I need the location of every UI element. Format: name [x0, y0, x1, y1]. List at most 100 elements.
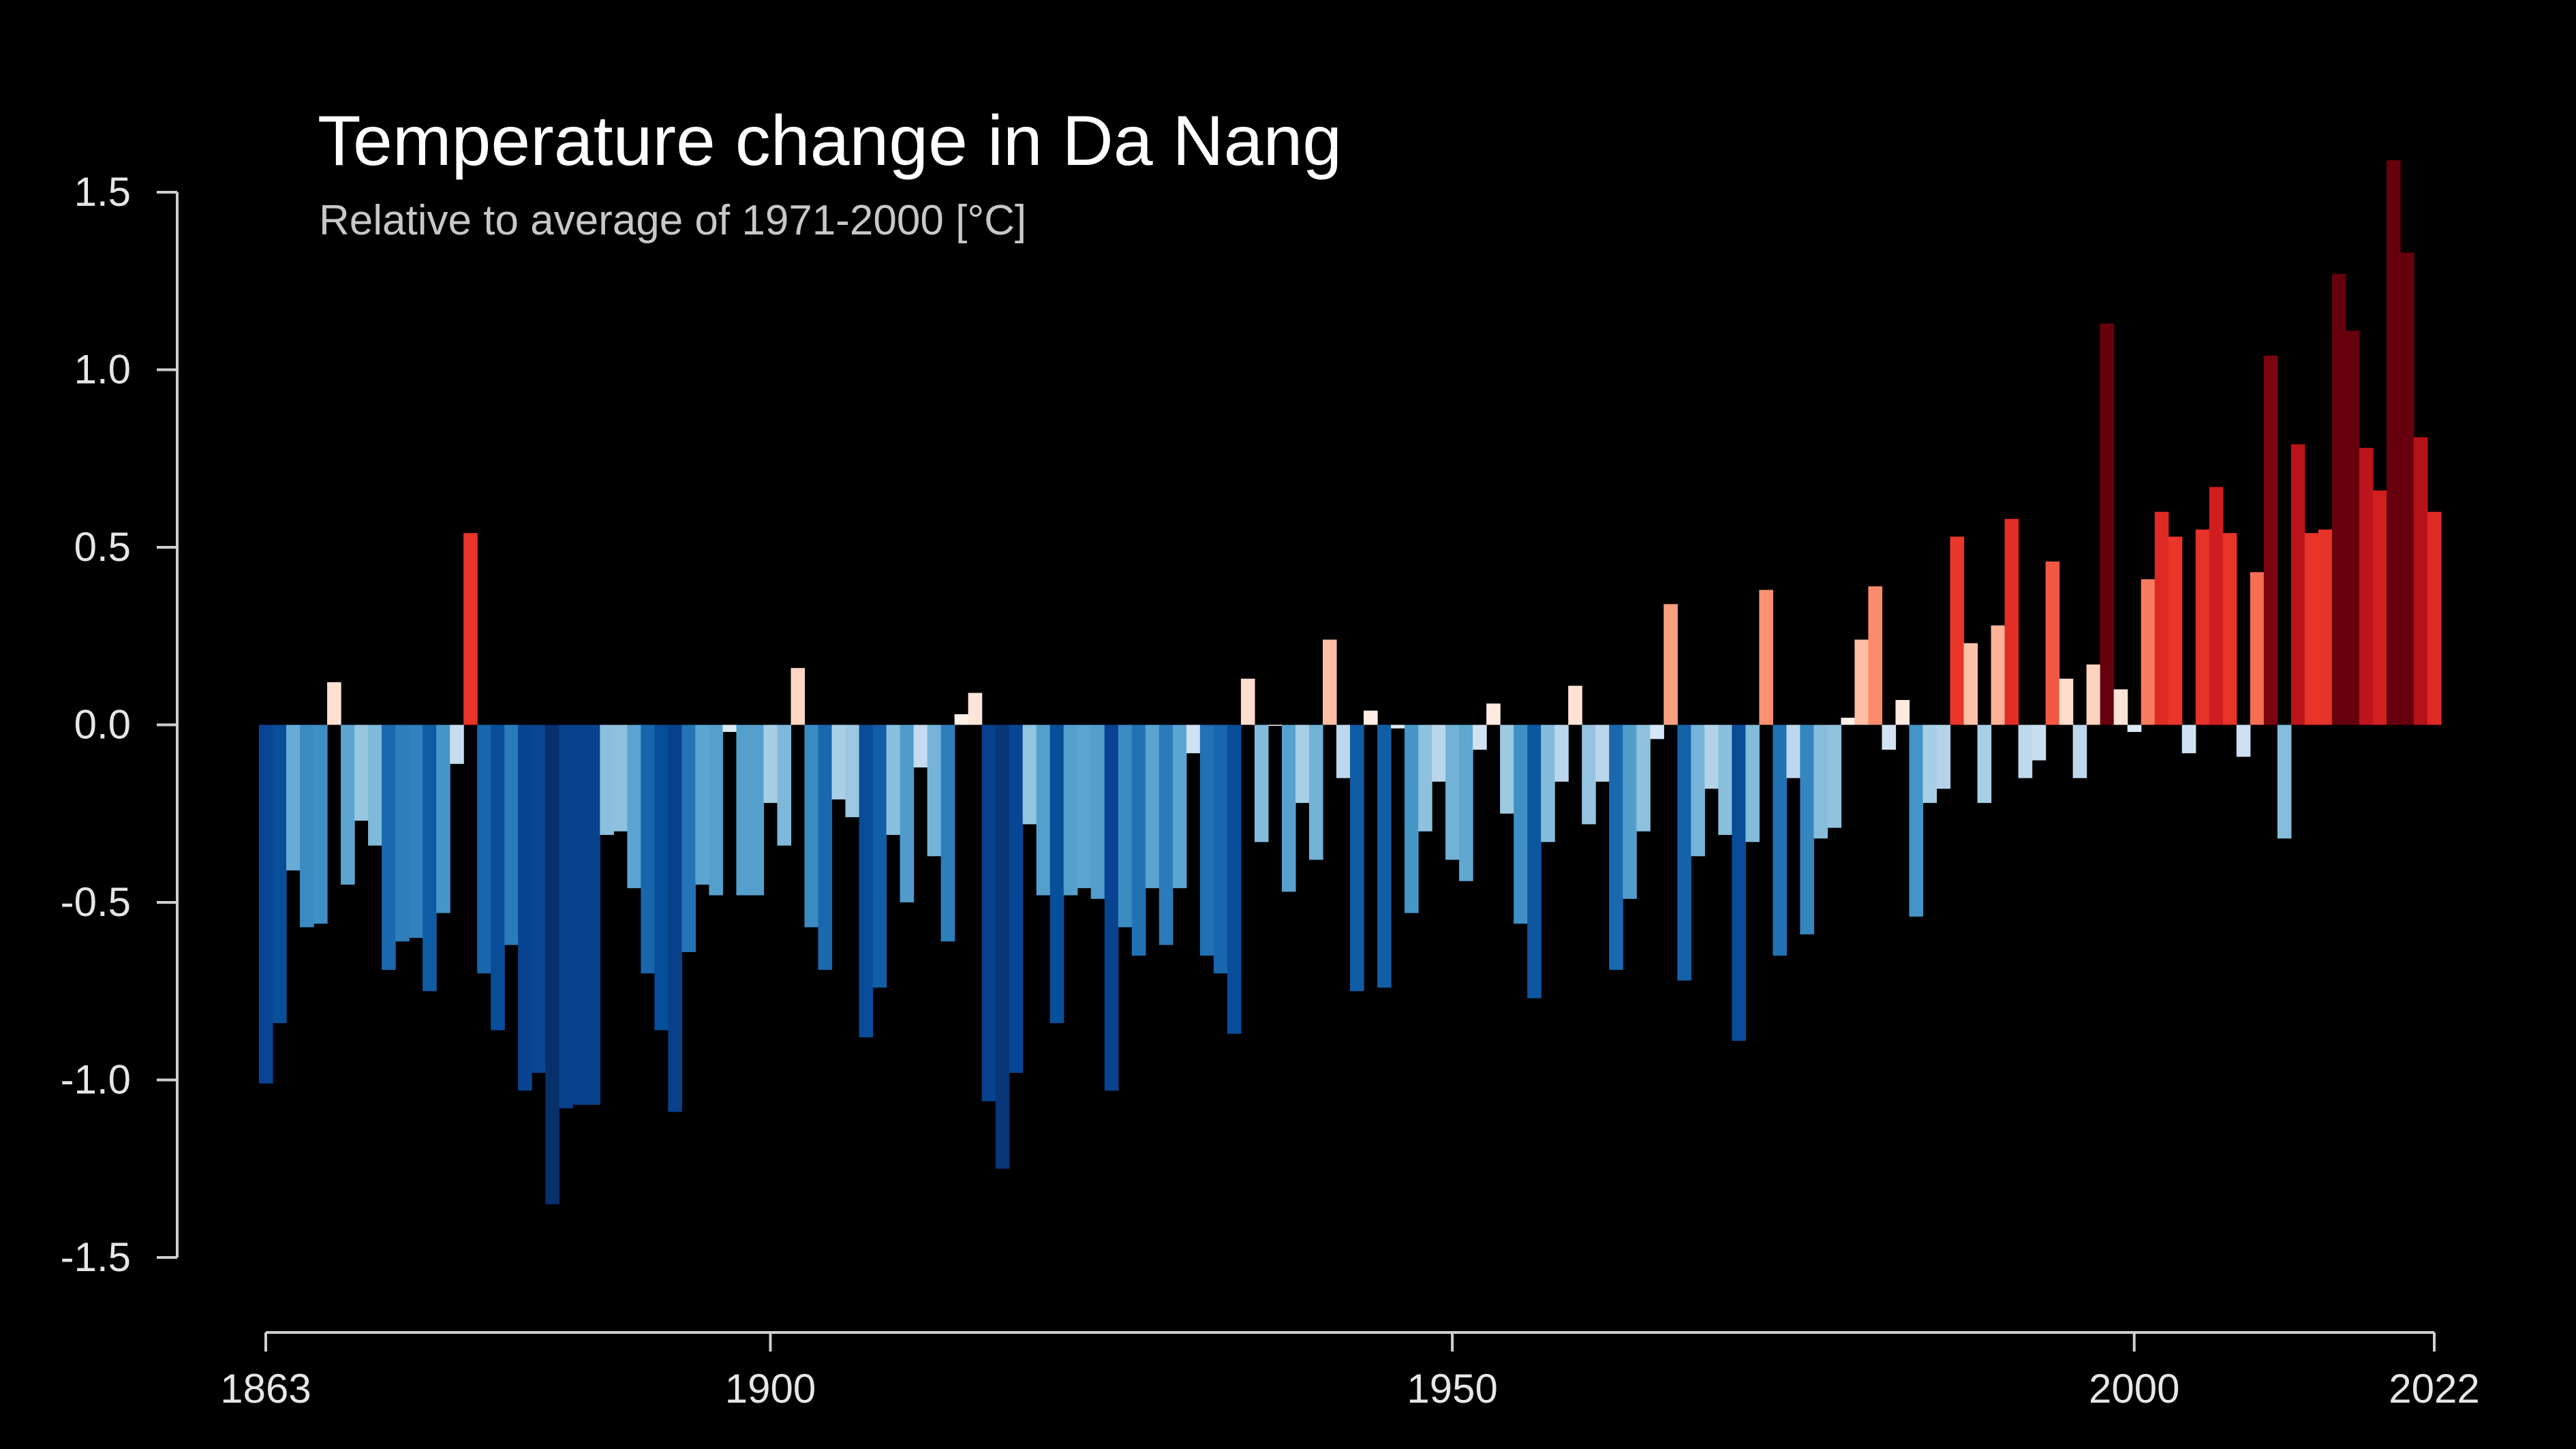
- bar-1907: [859, 724, 874, 1037]
- bar-1873: [395, 724, 410, 942]
- bar-1879: [477, 724, 491, 974]
- bar-2016: [2345, 331, 2360, 725]
- bar-1922: [1063, 724, 1078, 896]
- bar-2019: [2386, 160, 2401, 725]
- bar-1869: [341, 724, 355, 885]
- bar-1946: [1391, 724, 1405, 729]
- bar-1919: [1022, 724, 1037, 825]
- bar-1901: [777, 724, 792, 846]
- bar-1969: [1704, 724, 1719, 789]
- bar-1864: [273, 724, 287, 1024]
- bar-1945: [1377, 724, 1392, 988]
- bar-1908: [872, 724, 887, 988]
- bar-1883: [532, 724, 546, 1073]
- bar-1866: [300, 724, 314, 928]
- bar-1973: [1759, 590, 1773, 725]
- bar-1863: [259, 724, 273, 1084]
- bar-1923: [1077, 724, 1092, 889]
- bar-2005: [2195, 529, 2210, 725]
- bar-1868: [327, 682, 341, 725]
- bar-1988: [1963, 643, 1978, 725]
- bar-1902: [791, 668, 806, 725]
- chart-title: Temperature change in Da Nang: [318, 102, 1343, 181]
- bar-1875: [423, 724, 437, 992]
- bar-1896: [709, 724, 724, 896]
- bar-1974: [1773, 724, 1787, 956]
- bar-2012: [2290, 444, 2305, 725]
- bar-1964: [1636, 724, 1651, 832]
- bar-1942: [1336, 724, 1351, 778]
- bar-1972: [1745, 724, 1760, 842]
- bar-1999: [2113, 689, 2128, 725]
- bar-1930: [1172, 724, 1187, 889]
- y-tick-label: 0.5: [74, 524, 131, 570]
- bar-1933: [1213, 724, 1228, 974]
- bar-1927: [1131, 724, 1146, 956]
- bar-1929: [1159, 724, 1174, 945]
- bar-1898: [736, 724, 751, 896]
- bar-1884: [545, 724, 559, 1204]
- bar-1990: [1991, 625, 2006, 725]
- bar-1950: [1445, 724, 1460, 860]
- bar-2006: [2209, 487, 2224, 725]
- bar-1963: [1623, 724, 1637, 899]
- bar-1957: [1541, 724, 1555, 842]
- bar-1977: [1813, 724, 1828, 839]
- bar-1967: [1677, 724, 1691, 981]
- bar-1984: [1909, 724, 1924, 917]
- bar-1982: [1882, 724, 1897, 750]
- bar-2021: [2413, 437, 2428, 725]
- bar-1871: [368, 724, 382, 846]
- bar-2007: [2222, 533, 2237, 725]
- chart-subtitle: Relative to average of 1971-2000 [°C]: [319, 197, 1027, 244]
- bar-2003: [2168, 536, 2183, 725]
- y-tick-label: 0.0: [74, 702, 131, 748]
- bar-1911: [913, 724, 928, 768]
- bar-series: [259, 160, 2442, 1204]
- bar-1970: [1718, 724, 1732, 836]
- bar-1870: [354, 724, 369, 821]
- bar-1924: [1090, 724, 1105, 899]
- bar-1958: [1554, 724, 1569, 782]
- bar-1998: [2100, 323, 2115, 725]
- bar-1971: [1732, 724, 1746, 1041]
- bar-1968: [1691, 724, 1705, 857]
- bar-1914: [954, 714, 969, 725]
- bar-1878: [463, 533, 478, 725]
- bar-1996: [2072, 724, 2087, 778]
- bar-2013: [2304, 533, 2319, 725]
- bar-1976: [1800, 724, 1815, 934]
- x-tick-label: 1900: [725, 1366, 816, 1412]
- bar-2002: [2154, 511, 2169, 725]
- bar-1939: [1295, 724, 1310, 804]
- y-axis: 1.5 1.0 0.5 0.0 -0.5 -1.0 -1.5: [61, 169, 179, 1280]
- bar-1940: [1308, 724, 1323, 860]
- bar-1981: [1868, 586, 1883, 725]
- bar-1905: [831, 724, 846, 799]
- y-tick-label: -1.5: [61, 1234, 131, 1280]
- bar-1897: [722, 724, 737, 732]
- bar-1932: [1199, 724, 1214, 956]
- bar-1994: [2045, 561, 2060, 725]
- bar-1910: [900, 724, 915, 902]
- bar-2009: [2250, 572, 2265, 725]
- bar-1987: [1950, 536, 1965, 725]
- bar-2008: [2236, 724, 2251, 757]
- bar-1886: [572, 724, 587, 1105]
- bar-1877: [450, 724, 464, 764]
- bar-1895: [695, 724, 710, 885]
- bar-1917: [995, 724, 1010, 1169]
- y-tick-label: 1.5: [74, 169, 131, 215]
- bar-1904: [818, 724, 833, 970]
- bar-1978: [1827, 724, 1842, 828]
- bar-2022: [2427, 511, 2442, 725]
- bar-1952: [1473, 724, 1487, 750]
- bar-2014: [2318, 529, 2333, 725]
- y-tick-label: -0.5: [61, 879, 131, 925]
- bar-1918: [1009, 724, 1024, 1073]
- bar-1867: [313, 724, 328, 924]
- bar-1941: [1322, 639, 1337, 725]
- bar-1894: [681, 724, 696, 952]
- bar-2017: [2359, 448, 2374, 725]
- bar-1989: [1977, 724, 1992, 804]
